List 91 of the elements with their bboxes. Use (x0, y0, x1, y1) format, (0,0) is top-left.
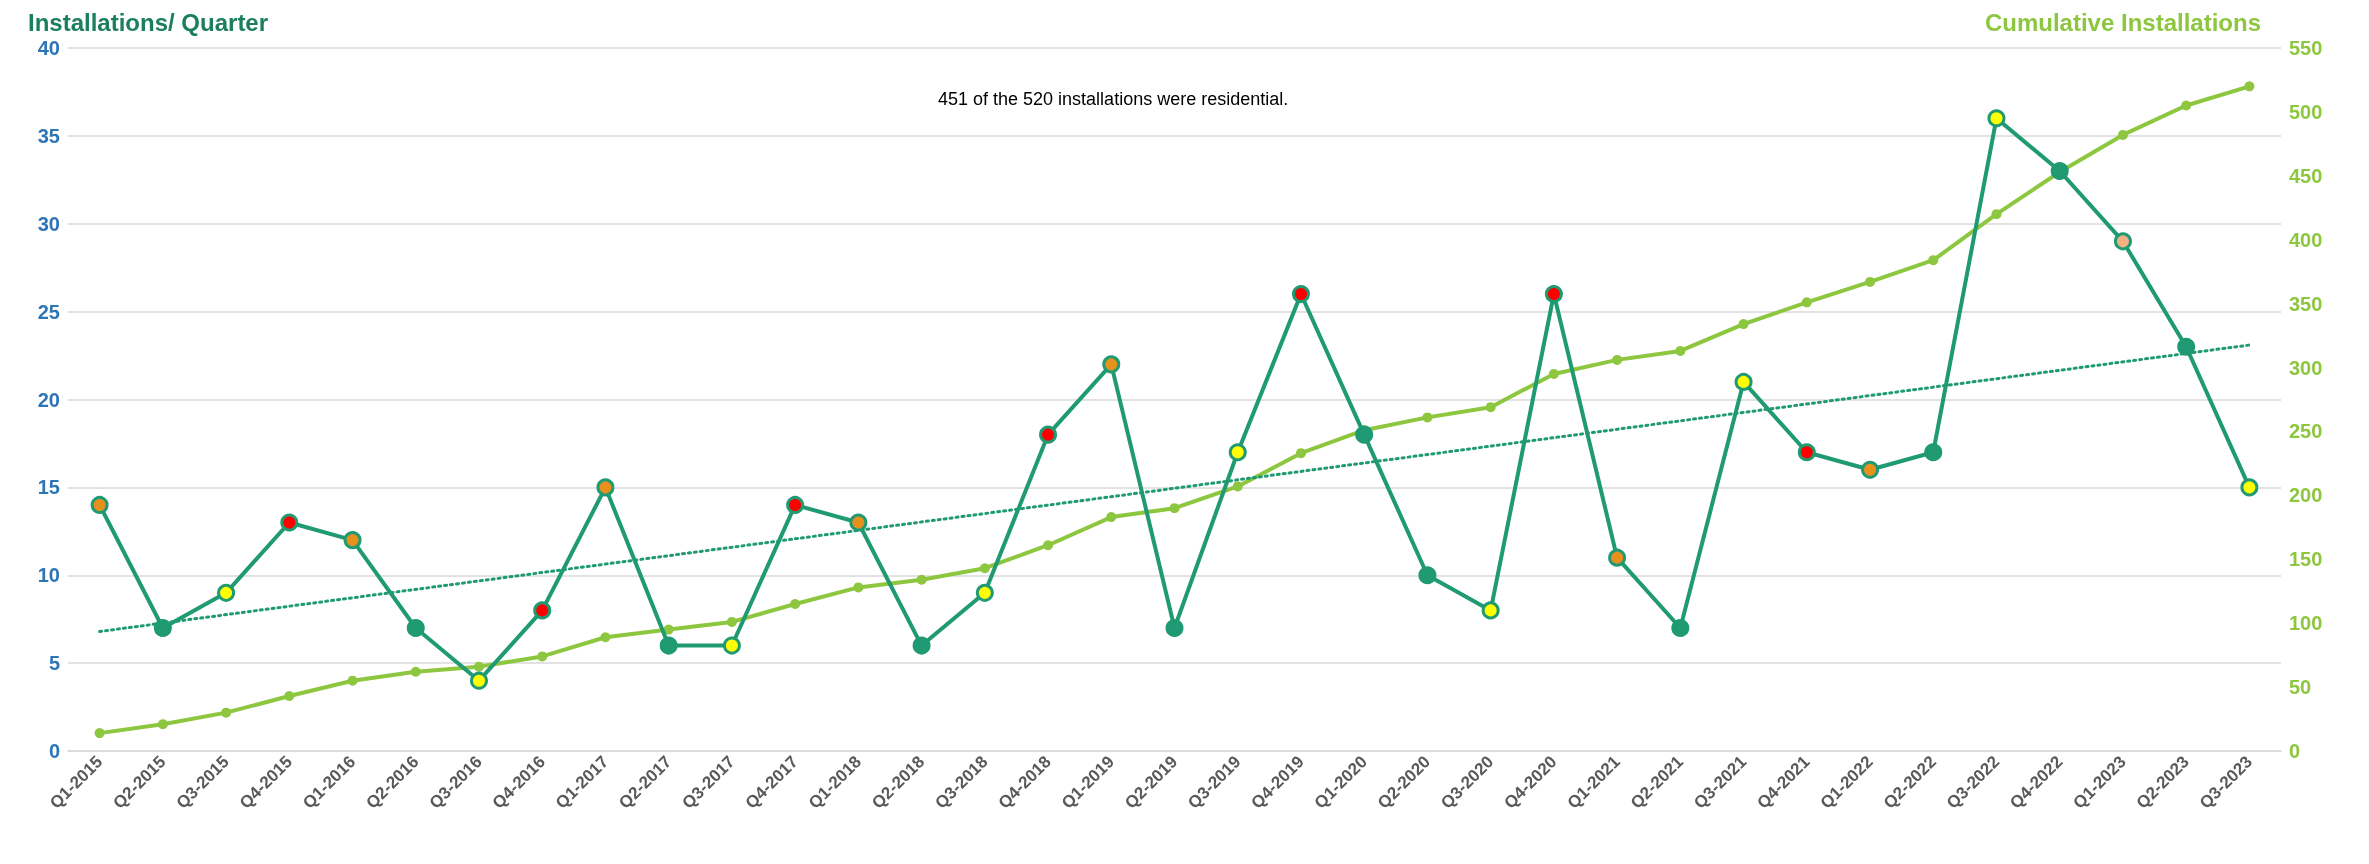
point (537, 651, 548, 662)
point (1232, 481, 1243, 492)
point (663, 624, 674, 635)
y2-tick-label: 200 (2289, 484, 2323, 507)
point (786, 495, 805, 514)
point (2113, 232, 2132, 251)
point (1548, 368, 1559, 379)
point (1291, 285, 1310, 304)
point (1102, 355, 1121, 374)
y-tick-label: 15 (37, 476, 60, 499)
point (221, 707, 232, 718)
y2-tick-label: 500 (2289, 100, 2323, 123)
y2-tick-label: 450 (2289, 164, 2323, 187)
y2-axis-title: Cumulative Installations (1984, 8, 2261, 36)
point (343, 531, 362, 550)
point (2050, 162, 2069, 181)
point (790, 599, 801, 610)
point (90, 495, 109, 514)
point (2117, 129, 2128, 140)
point (94, 728, 105, 739)
point (1043, 540, 1054, 551)
point (1608, 548, 1627, 567)
point (1738, 319, 1749, 330)
point (1544, 285, 1563, 304)
point (1418, 566, 1437, 585)
point (1801, 297, 1812, 308)
point (1228, 443, 1247, 462)
point (1612, 354, 1623, 365)
point (726, 616, 737, 627)
y-axis-title: Installations/ Quarter (28, 8, 269, 36)
point (1861, 460, 1880, 479)
point (1106, 512, 1117, 523)
point (975, 583, 994, 602)
y2-tick-label: 300 (2289, 356, 2323, 379)
point (912, 636, 931, 655)
y-tick-label: 40 (37, 37, 60, 59)
point (406, 618, 425, 637)
point (916, 574, 927, 585)
point (217, 583, 236, 602)
point (596, 478, 615, 497)
point (853, 582, 864, 593)
point (1295, 448, 1306, 459)
point (410, 666, 421, 677)
point (1481, 601, 1500, 620)
point (2177, 337, 2196, 356)
y-tick-label: 5 (48, 652, 60, 675)
point (2181, 100, 2192, 111)
annotation: 451 of the 520 installations were residential. (938, 89, 1289, 109)
point (1039, 425, 1058, 444)
point (1671, 618, 1690, 637)
y-tick-label: 35 (37, 124, 60, 147)
point (1924, 443, 1943, 462)
y-tick-label: 20 (37, 388, 60, 411)
point (1675, 345, 1686, 356)
y-tick-label: 10 (37, 564, 60, 587)
y-tick-label: 25 (37, 300, 60, 323)
point (1987, 109, 2006, 128)
point (153, 618, 172, 637)
point (280, 513, 299, 532)
point (474, 661, 484, 672)
point (979, 563, 990, 574)
point (1928, 255, 1939, 266)
point (1991, 209, 2002, 220)
point (1485, 402, 1496, 413)
y2-tick-label: 550 (2289, 37, 2323, 59)
point (533, 601, 552, 620)
y2-tick-label: 400 (2289, 228, 2323, 251)
point (849, 513, 868, 532)
point (2240, 478, 2259, 497)
y2-tick-label: 100 (2289, 612, 2323, 635)
point (1355, 425, 1374, 444)
point (1165, 618, 1184, 637)
y2-tick-label: 250 (2289, 420, 2323, 443)
point (284, 691, 295, 702)
y-tick-label: 30 (37, 212, 60, 235)
point (1422, 412, 1433, 423)
point (347, 675, 358, 686)
point (722, 636, 741, 655)
point (600, 632, 611, 643)
point (659, 636, 678, 655)
point (1865, 276, 1876, 287)
point (157, 719, 168, 730)
point (2244, 81, 2255, 92)
y2-tick-label: 350 (2289, 292, 2323, 315)
point (1797, 443, 1816, 462)
point (1169, 503, 1180, 514)
point (1734, 372, 1753, 391)
y2-tick-label: 50 (2289, 676, 2312, 699)
y2-tick-label: 150 (2289, 548, 2323, 571)
point (470, 671, 488, 690)
y2-tick-label: 0 (2289, 740, 2301, 762)
